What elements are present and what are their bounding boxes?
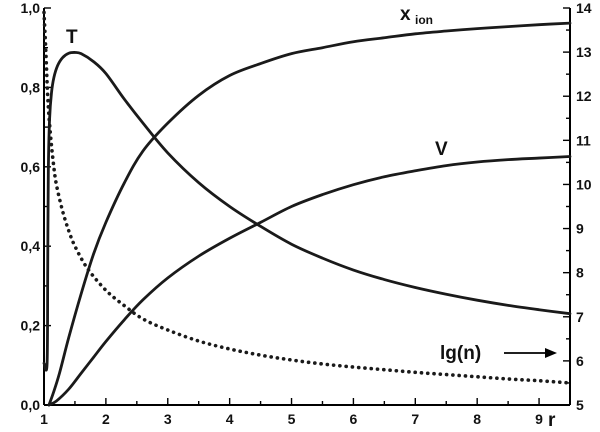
right-tick-label: 11 <box>576 132 591 148</box>
plot-frame <box>43 8 571 406</box>
right-tick-label: 12 <box>576 88 592 104</box>
label-V: V <box>435 139 448 160</box>
bottom-tick-label: 9 <box>535 411 543 427</box>
series-layer <box>42 10 572 407</box>
right-tick-label: 10 <box>576 176 592 192</box>
bottom-tick-label: 7 <box>411 411 419 427</box>
bottom-tick-label: 3 <box>164 411 172 427</box>
bottom-tick-label: 2 <box>102 411 110 427</box>
right-tick-label: 8 <box>576 265 584 281</box>
curve-labels: T x ion V lg(n) <box>66 4 481 364</box>
right-tick-label: 7 <box>576 309 584 325</box>
right-tick-label: 14 <box>576 0 592 16</box>
bottom-tick-label: 1 <box>40 411 48 427</box>
label-lg-n: lg(n) <box>440 343 481 364</box>
series-t-line <box>42 51 572 372</box>
left-tick-label: 0,2 <box>21 318 41 334</box>
left-tick-label: 0,0 <box>21 397 41 413</box>
left-tick-label: 0,8 <box>21 79 41 95</box>
bottom-tick-label: 4 <box>226 411 234 427</box>
series-v-line <box>47 155 572 407</box>
right-tick-label: 5 <box>576 397 584 413</box>
label-x-ion-subscript: ion <box>415 13 433 27</box>
right-tick-label: 9 <box>576 221 584 237</box>
bottom-tick-label: 8 <box>473 411 481 427</box>
label-T: T <box>66 27 78 48</box>
bottom-axis-ticks: 1 2 3 4 5 6 7 8 9 <box>40 398 571 427</box>
right-axis-ticks: 5 6 7 8 9 10 11 12 13 14 <box>563 0 592 413</box>
right-arrow-icon <box>504 348 557 358</box>
label-x-ion: x <box>400 4 411 25</box>
right-tick-label: 6 <box>576 353 584 369</box>
left-tick-label: 0,6 <box>21 159 41 175</box>
series-lg-n-line <box>42 10 572 385</box>
x-axis-title: r <box>548 410 556 431</box>
left-axis-ticks: 0,0 0,2 0,4 0,6 0,8 1,0 <box>21 0 51 413</box>
left-tick-label: 1,0 <box>21 0 41 16</box>
bottom-tick-label: 6 <box>350 411 358 427</box>
left-tick-label: 0,4 <box>21 238 41 254</box>
bottom-tick-label: 5 <box>288 411 296 427</box>
right-tick-label: 13 <box>576 44 592 60</box>
series-x-ion-line <box>47 21 572 407</box>
